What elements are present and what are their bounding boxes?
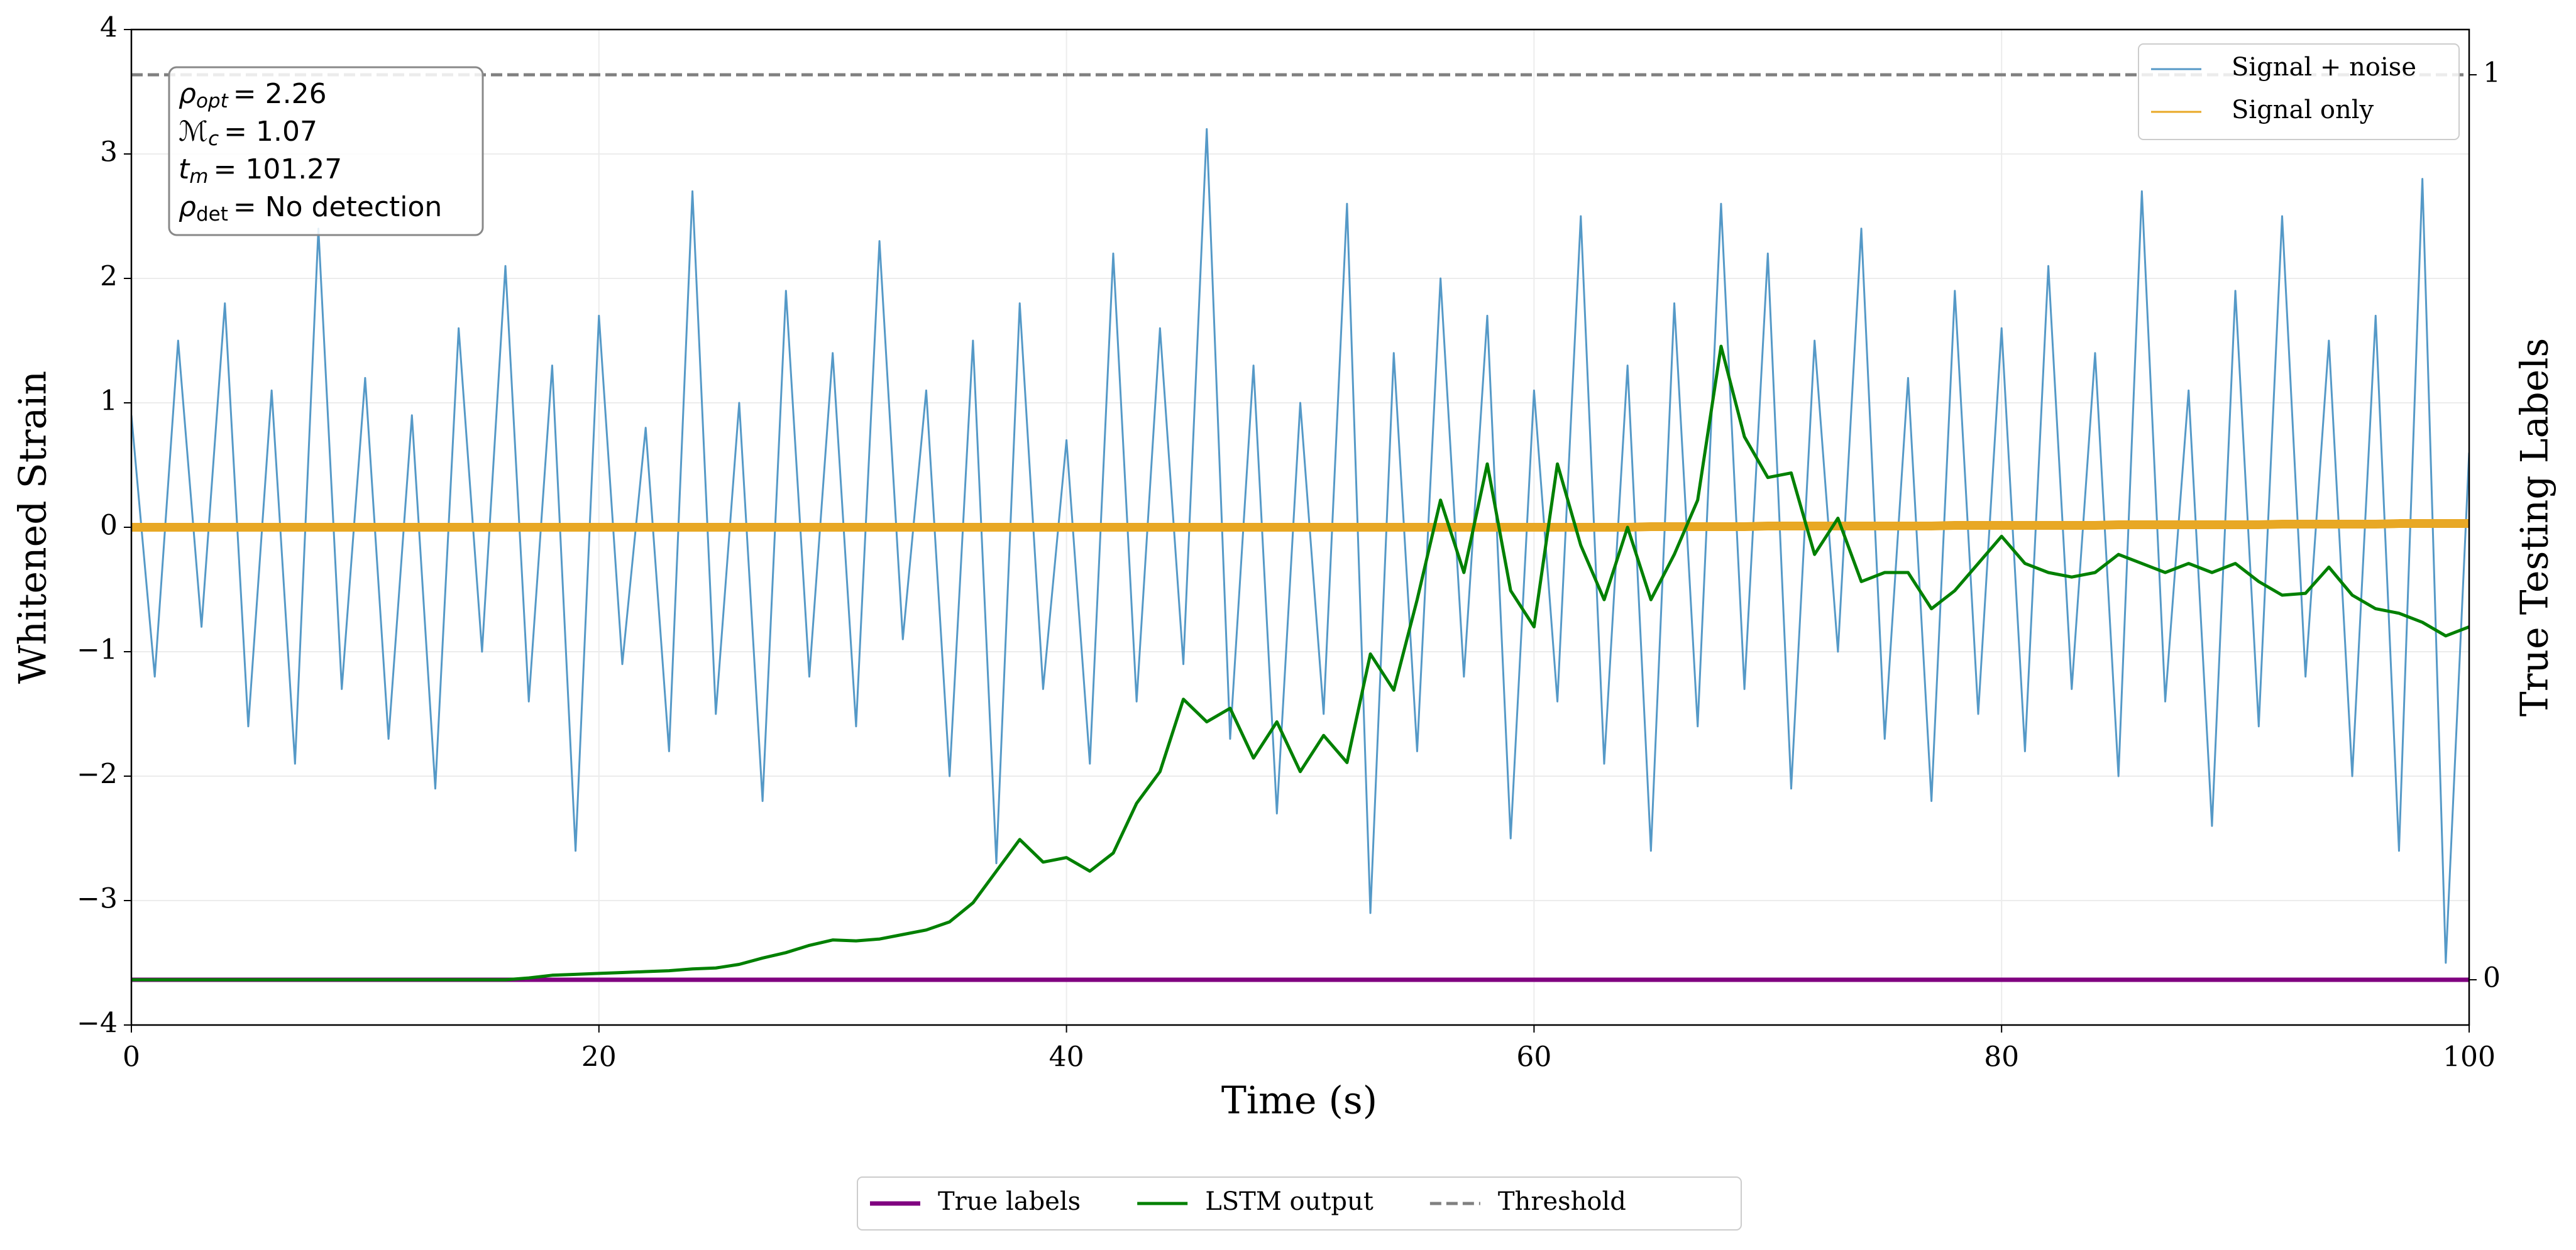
y2-tick-label: 1	[2483, 57, 2501, 89]
legend-box	[2138, 43, 2460, 140]
annotation-subscript: det	[196, 203, 228, 226]
y2-axis-label: True Testing Labels	[2513, 338, 2557, 717]
legend-label: Threshold	[1498, 1187, 1626, 1216]
annotation-box	[168, 66, 484, 236]
annotation-value: = No detection	[233, 191, 442, 223]
annotation-value: = 2.26	[233, 78, 327, 110]
x-tick-label: 80	[1984, 1041, 2019, 1073]
y-tick-label: −1	[77, 634, 118, 666]
plot-area	[131, 73, 2469, 982]
legend-box	[857, 1176, 1742, 1231]
annotation-subscript: opt	[196, 90, 229, 112]
y-tick-label: 2	[100, 261, 118, 293]
annotation-value: = 1.07	[224, 116, 317, 148]
x-tick-label: 40	[1049, 1041, 1084, 1073]
legend-label: Signal + noise	[2232, 53, 2416, 82]
y-tick-label: 4	[100, 12, 118, 44]
series-line	[131, 344, 2469, 982]
annotation-symbol: ρ	[179, 191, 196, 223]
y-tick-label: −2	[77, 759, 118, 791]
x-axis-label: Time (s)	[1221, 1079, 1377, 1123]
y2-tick-label: 0	[2483, 962, 2501, 994]
annotation-subscript: c	[208, 128, 219, 150]
series-line	[131, 519, 2469, 532]
y-tick-label: 3	[100, 136, 118, 168]
annotation-symbol: ρ	[179, 78, 196, 110]
y-tick-label: −4	[77, 1007, 118, 1039]
legend-label: LSTM output	[1205, 1187, 1373, 1216]
x-tick-label: 100	[2443, 1041, 2496, 1073]
y-tick-label: 0	[100, 510, 118, 542]
annotation-subscript: m	[189, 165, 208, 188]
y-tick-label: 1	[100, 385, 118, 417]
annotation-line: ρdet = No detection	[179, 191, 442, 226]
annotation-symbol: ℳ	[179, 116, 208, 148]
legend-label: True labels	[938, 1187, 1081, 1216]
legend-label: Signal only	[2232, 96, 2374, 124]
annotation-line: tm = 101.27	[179, 153, 342, 188]
x-tick-label: 20	[581, 1041, 617, 1073]
annotation-line: ℳc = 1.07	[179, 116, 317, 150]
plot-frame	[130, 28, 2470, 1026]
y-axis-label: Whitened Strain	[11, 371, 55, 684]
annotation-line: ρopt = 2.26	[179, 78, 327, 112]
annotation-value: = 101.27	[213, 153, 342, 185]
y-tick-label: −3	[77, 883, 118, 915]
x-tick-label: 0	[123, 1041, 140, 1073]
annotation-symbol: t	[179, 153, 190, 185]
x-tick-label: 60	[1516, 1041, 1551, 1073]
